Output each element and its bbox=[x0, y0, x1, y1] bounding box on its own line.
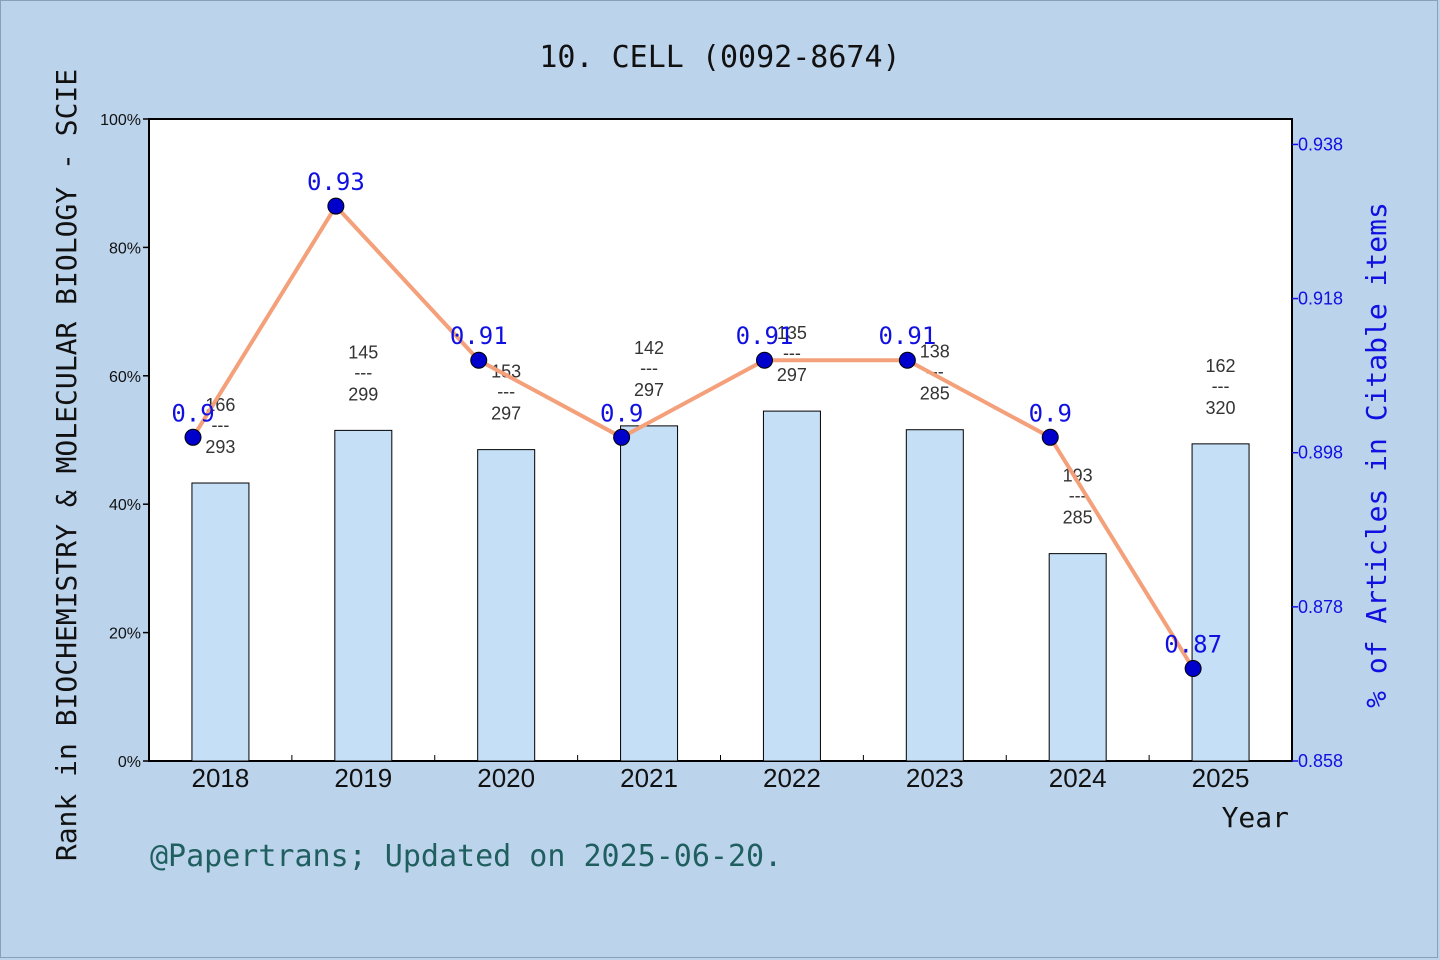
plot-area bbox=[148, 118, 1293, 762]
rank-total-label: 320 bbox=[1206, 398, 1236, 418]
rank-divider: --- bbox=[783, 343, 801, 363]
rank-label: 138 bbox=[920, 342, 950, 362]
bar bbox=[762, 410, 821, 762]
rank-label: 162 bbox=[1206, 356, 1236, 376]
x-axis-label: Year bbox=[1222, 801, 1289, 834]
y-tick-label: 100% bbox=[100, 112, 141, 129]
rank-total-label: 297 bbox=[634, 380, 664, 400]
y-tick-label: 0% bbox=[118, 754, 141, 771]
point-value-label: 0.87 bbox=[1164, 631, 1222, 659]
x-tick-label: 2022 bbox=[763, 763, 821, 793]
rank-divider: --- bbox=[1212, 376, 1230, 396]
y-tick-label: 40% bbox=[109, 497, 141, 514]
footer-credit: @Papertrans; Updated on 2025-06-20. bbox=[150, 839, 782, 874]
line-point bbox=[756, 351, 773, 369]
point-value-label: 0.9 bbox=[171, 399, 214, 427]
y2-tick-label: 0.898 bbox=[1298, 443, 1343, 463]
x-tick-label: 2018 bbox=[192, 763, 250, 793]
line-point bbox=[470, 351, 488, 369]
line-point bbox=[613, 428, 631, 446]
bar bbox=[191, 482, 250, 762]
rank-divider: --- bbox=[211, 415, 229, 435]
line-point bbox=[327, 197, 345, 215]
bar bbox=[1191, 443, 1250, 762]
rank-total-label: 285 bbox=[920, 384, 950, 404]
rank-divider: --- bbox=[640, 358, 658, 378]
y-tick-label: 60% bbox=[109, 369, 141, 386]
point-value-label: 0.93 bbox=[307, 168, 365, 196]
x-tick-label: 2024 bbox=[1049, 763, 1107, 793]
rank-total-label: 285 bbox=[1063, 508, 1093, 528]
point-value-label: 0.91 bbox=[878, 322, 936, 350]
y-tick-label: 80% bbox=[109, 240, 141, 257]
series-line bbox=[191, 204, 1195, 670]
bar bbox=[477, 449, 536, 762]
x-tick-label: 2023 bbox=[906, 763, 964, 793]
point-value-label: 0.91 bbox=[736, 322, 794, 350]
bar bbox=[334, 429, 393, 762]
y2-tick-label: 0.938 bbox=[1298, 134, 1343, 154]
y2-tick-label: 0.878 bbox=[1298, 597, 1343, 617]
rank-total-label: 297 bbox=[777, 365, 807, 385]
point-value-label: 0.9 bbox=[1029, 399, 1072, 427]
rank-total-label: 299 bbox=[348, 384, 378, 404]
rank-divider: --- bbox=[497, 382, 515, 402]
y-axis-label: Rank in BIOCHEMISTRY & MOLECULAR BIOLOGY… bbox=[50, 69, 83, 861]
rank-total-label: 297 bbox=[491, 404, 521, 424]
y2-tick-label: 0.918 bbox=[1298, 289, 1343, 309]
point-value-label: 0.9 bbox=[600, 399, 643, 427]
y2-tick-label: 0.858 bbox=[1298, 751, 1343, 771]
line-point bbox=[1184, 660, 1202, 678]
bar bbox=[1048, 553, 1107, 762]
rank-divider: --- bbox=[354, 362, 372, 382]
rank-label: 153 bbox=[491, 362, 521, 382]
bar bbox=[620, 425, 679, 762]
y-tick-label: 20% bbox=[109, 626, 141, 643]
line-point bbox=[184, 428, 202, 446]
rank-label: 166 bbox=[205, 395, 235, 415]
rank-total-label: 293 bbox=[205, 437, 235, 457]
line-point bbox=[1041, 428, 1059, 446]
rank-label: 135 bbox=[777, 323, 807, 343]
x-tick-label: 2021 bbox=[620, 763, 678, 793]
rank-label: 145 bbox=[348, 342, 378, 362]
y2-axis-label: % of Articles in Citable items bbox=[1360, 202, 1393, 708]
bar bbox=[905, 429, 964, 762]
x-tick-label: 2019 bbox=[334, 763, 392, 793]
rank-label: 142 bbox=[634, 338, 664, 358]
x-tick-label: 2025 bbox=[1192, 763, 1250, 793]
chart-title: 10. CELL (0092-8674) bbox=[539, 40, 900, 75]
line-point bbox=[898, 351, 916, 369]
x-tick-label: 2020 bbox=[477, 763, 535, 793]
point-value-label: 0.91 bbox=[450, 322, 508, 350]
